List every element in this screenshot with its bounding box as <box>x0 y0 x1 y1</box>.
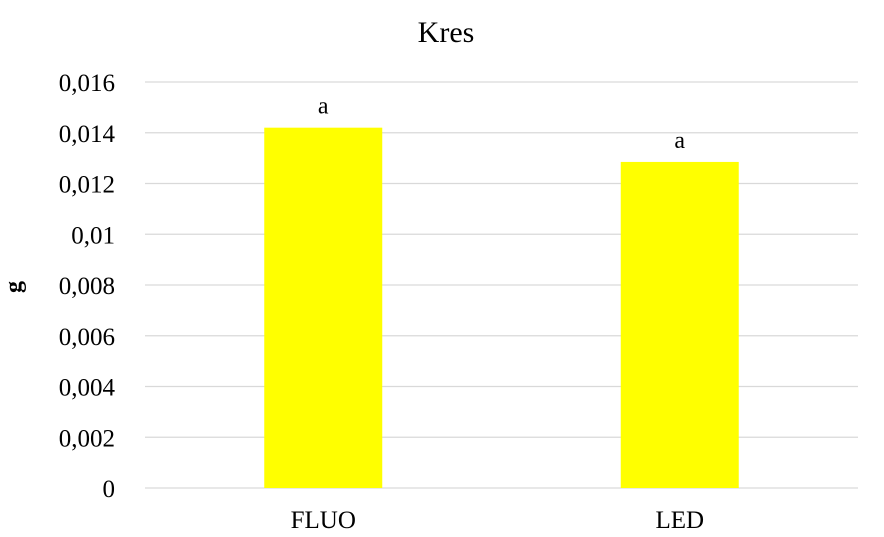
data-label: a <box>674 128 685 154</box>
chart-title: Kres <box>418 16 475 49</box>
data-label: a <box>318 94 329 120</box>
x-category-label: LED <box>655 507 704 534</box>
y-axis-ticks: 0 0,002 0,004 0,006 0,008 0,01 0,012 0,014 0,016 <box>59 70 116 503</box>
y-tick-label: 0,014 <box>59 121 116 148</box>
bar-led <box>620 161 739 488</box>
y-tick-label: 0,008 <box>59 273 115 300</box>
bars <box>264 127 739 489</box>
x-axis-categories: FLUO LED <box>291 507 704 534</box>
y-tick-label: 0,016 <box>59 70 115 97</box>
y-tick-label: 0,01 <box>71 222 115 249</box>
y-tick-label: 0,012 <box>59 172 115 199</box>
bar-fluo <box>264 127 383 489</box>
y-tick-label: 0,002 <box>59 425 115 452</box>
x-category-label: FLUO <box>291 507 356 534</box>
y-tick-label: 0,004 <box>59 375 116 402</box>
y-axis-label: g <box>1 281 27 293</box>
y-tick-label: 0,006 <box>59 324 115 351</box>
y-tick-label: 0 <box>103 476 116 503</box>
data-labels: aa <box>318 94 686 154</box>
gridlines <box>145 81 858 489</box>
